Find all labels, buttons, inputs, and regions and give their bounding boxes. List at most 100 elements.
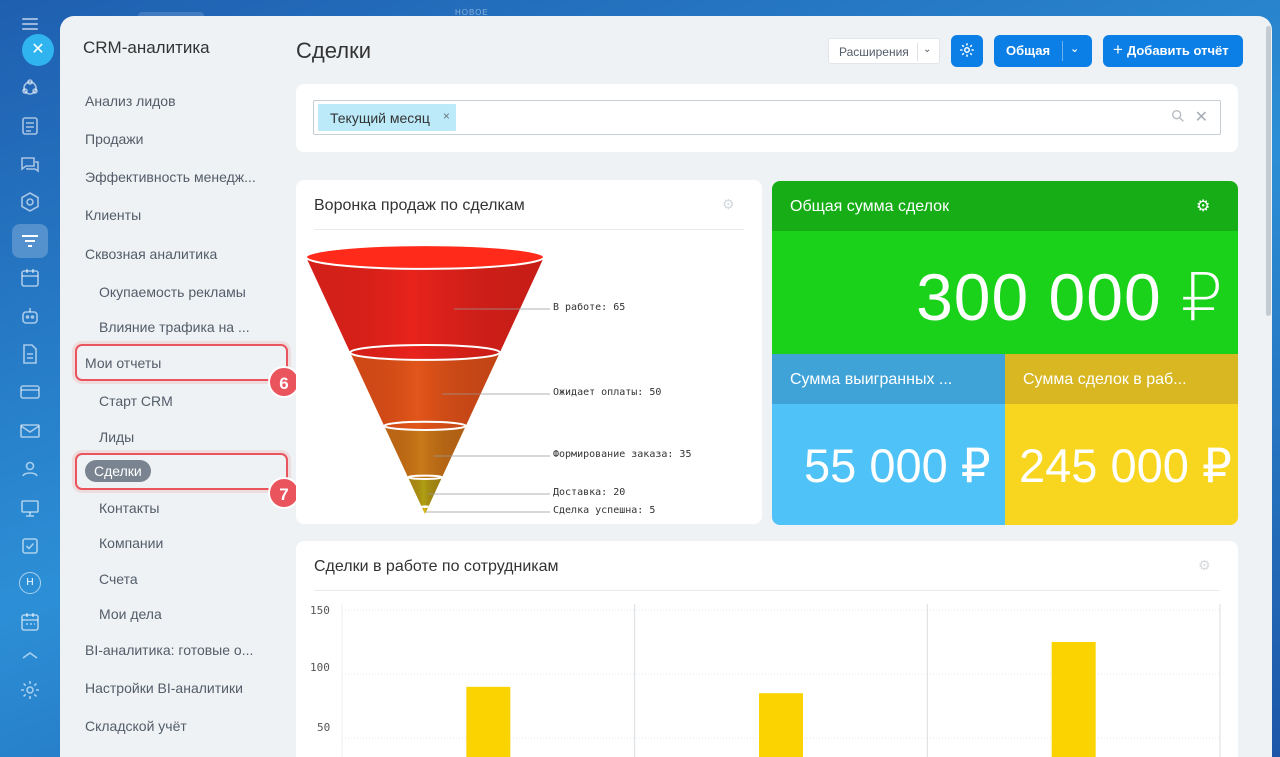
gear-icon[interactable]: ⚙ xyxy=(722,196,735,212)
robot-icon[interactable] xyxy=(18,304,42,328)
funnel-separator xyxy=(407,474,443,480)
kpi-won-value: 55 000 ₽ xyxy=(804,439,991,492)
sidebar-item-crm-start[interactable]: Старт CRM xyxy=(99,393,173,409)
filter-chip[interactable]: Текущий месяц × xyxy=(318,104,456,131)
divider xyxy=(314,590,1220,591)
funnel-segment-shade xyxy=(350,352,500,430)
bar[interactable] xyxy=(759,693,803,757)
bar-chart xyxy=(341,604,1221,757)
bar[interactable] xyxy=(1051,642,1096,757)
board-settings-button[interactable] xyxy=(951,35,983,67)
document-icon[interactable] xyxy=(18,114,42,138)
kpi-inwork-header: Сумма сделок в раб... xyxy=(1005,354,1238,404)
y-tick-50: 50 xyxy=(317,721,331,734)
sidebar-item-leads[interactable]: Лиды xyxy=(99,429,135,445)
hamburger-menu-icon[interactable] xyxy=(22,18,38,33)
kpi-total-title: Общая сумма сделок xyxy=(790,198,950,215)
main-panel: CRM-аналитика Анализ лидов Продажи Эффек… xyxy=(60,16,1272,757)
cube-icon[interactable] xyxy=(18,190,42,214)
callout-highlight-deals xyxy=(75,453,288,490)
search-icon[interactable] xyxy=(1170,108,1186,129)
chevron-down-icon[interactable]: ⌄ xyxy=(1070,43,1080,55)
sidebar-item-traffic-impact[interactable]: Влияние трафика на ... xyxy=(99,319,250,335)
sidebar-item-bi-settings[interactable]: Настройки BI-аналитики xyxy=(85,680,243,696)
sidebar-item-bi-analytics[interactable]: BI-аналитика: готовые о... xyxy=(85,642,254,658)
kpi-total-value: 300 000 ₽ xyxy=(916,260,1224,334)
chevron-down-icon: ⌄ xyxy=(923,44,932,55)
sidebar-item-companies[interactable]: Компании xyxy=(99,535,164,551)
funnel-title: Воронка продаж по сделкам xyxy=(314,197,525,214)
funnel-separator xyxy=(420,505,430,508)
sidebar-item-clients[interactable]: Клиенты xyxy=(85,207,142,223)
funnel-icon[interactable] xyxy=(12,224,48,258)
contacts-icon[interactable] xyxy=(18,457,42,481)
y-tick-150: 150 xyxy=(310,604,330,617)
bar[interactable] xyxy=(466,686,511,757)
funnel-data-label: Сделка успешна: 5 xyxy=(553,505,656,516)
calendar-grid-icon[interactable] xyxy=(18,610,42,634)
funnel-chart xyxy=(305,244,550,514)
deals-by-employee-widget: Сделки в работе по сотрудникам ⚙ 150 100… xyxy=(296,541,1238,757)
funnel-segment-shade xyxy=(306,257,544,360)
sidebar-item-invoices[interactable]: Счета xyxy=(99,571,138,587)
settings-icon[interactable] xyxy=(18,678,42,702)
filter-chip-label: Текущий месяц xyxy=(330,110,430,126)
funnel-segment-shade xyxy=(384,425,466,479)
bar-chart-title: Сделки в работе по сотрудникам xyxy=(314,558,559,575)
sidebar-item-my-reports[interactable]: Мои отчеты xyxy=(85,355,162,371)
gear-icon[interactable]: ⚙ xyxy=(1196,198,1211,215)
filter-bar: Текущий месяц × ✕ xyxy=(296,84,1238,152)
network-icon[interactable] xyxy=(18,76,42,100)
funnel-widget: Воронка продаж по сделкам ⚙ В работе: 65… xyxy=(296,180,762,524)
extensions-dropdown[interactable]: Расширения ⌄ xyxy=(828,38,940,64)
kpi-inwork-value: 245 000 ₽ xyxy=(1019,439,1232,492)
sidebar-item-ad-roi[interactable]: Окупаемость рекламы xyxy=(99,284,246,300)
chat-icon[interactable] xyxy=(18,152,42,176)
analytics-sidebar: CRM-аналитика Анализ лидов Продажи Эффек… xyxy=(60,16,300,757)
left-icon-rail: ✕ Н xyxy=(0,0,60,757)
sidebar-item-end-to-end-analytics[interactable]: Сквозная аналитика xyxy=(85,246,218,262)
clear-filter-icon[interactable]: ✕ xyxy=(1194,109,1208,126)
divider xyxy=(917,43,918,61)
chip-remove-icon[interactable]: × xyxy=(442,109,450,123)
funnel-separator xyxy=(383,420,467,431)
add-report-button[interactable]: + Добавить отчёт xyxy=(1103,35,1243,67)
sidebar-item-leads-analysis[interactable]: Анализ лидов xyxy=(85,93,176,109)
scrollbar[interactable] xyxy=(1266,26,1271,316)
avatar[interactable]: Н xyxy=(19,572,41,594)
kpi-widget: Общая сумма сделок ⚙ 300 000 ₽ Сумма выи… xyxy=(772,181,1238,525)
page-title: Сделки xyxy=(296,38,371,63)
funnel-data-label: Ожидает оплаты: 50 xyxy=(553,387,662,398)
board-selector-label: Общая xyxy=(1006,43,1051,58)
mail-icon[interactable] xyxy=(18,419,42,443)
plus-icon: + xyxy=(1113,40,1123,59)
callout-highlight-my-reports xyxy=(75,344,288,381)
filter-input[interactable]: Текущий месяц × ✕ xyxy=(313,100,1221,135)
sidebar-item-manager-efficiency[interactable]: Эффективность менедж... xyxy=(85,169,256,185)
checkbox-icon[interactable] xyxy=(18,534,42,558)
calendar-icon[interactable] xyxy=(18,266,42,290)
presentation-icon[interactable] xyxy=(18,496,42,520)
sidebar-item-sales[interactable]: Продажи xyxy=(85,131,144,147)
sidebar-item-my-activities[interactable]: Мои дела xyxy=(99,606,162,622)
sidebar-item-contacts[interactable]: Контакты xyxy=(99,500,160,516)
sidebar-item-deals[interactable]: Сделки xyxy=(85,460,151,482)
gear-icon xyxy=(960,43,974,57)
board-selector-button[interactable]: Общая ⌄ xyxy=(994,35,1092,67)
funnel-data-label: В работе: 65 xyxy=(553,302,626,313)
kpi-total-body: 300 000 ₽ xyxy=(772,231,1238,354)
close-panel-button[interactable]: ✕ xyxy=(22,34,54,66)
kpi-total-header: Общая сумма сделок ⚙ xyxy=(772,181,1238,231)
sidebar-item-warehouse[interactable]: Складской учёт xyxy=(85,718,187,734)
funnel-top xyxy=(305,244,545,270)
callout-badge-6: 6 xyxy=(268,366,300,398)
y-tick-100: 100 xyxy=(310,661,330,674)
collapse-icon[interactable] xyxy=(18,644,42,668)
kpi-inwork-body: 245 000 ₽ xyxy=(1005,404,1238,525)
gear-icon[interactable]: ⚙ xyxy=(1198,557,1211,573)
kpi-won-title: Сумма выигранных ... xyxy=(790,371,953,388)
funnel-segment-shade xyxy=(408,477,442,507)
file-icon[interactable] xyxy=(18,342,42,366)
top-strip-label: НОВОЕ xyxy=(455,8,489,17)
card-icon[interactable] xyxy=(18,380,42,404)
